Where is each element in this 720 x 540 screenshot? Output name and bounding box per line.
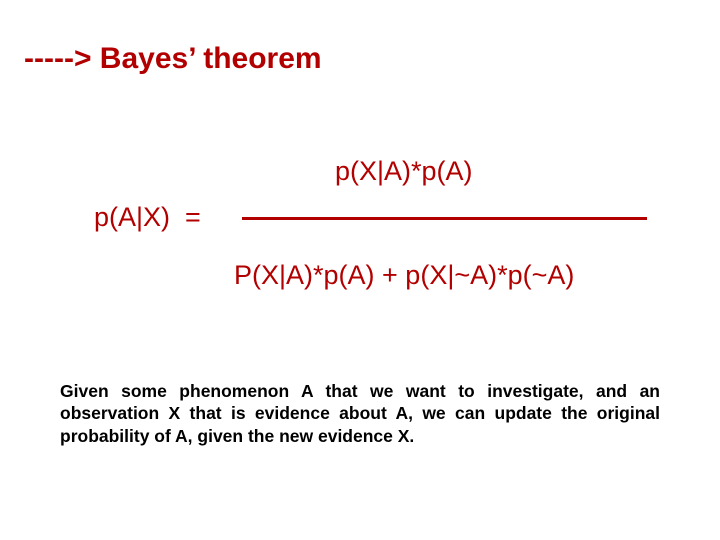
formula-denominator: P(X|A)*p(A) + p(X|~A)*p(~A) [234,260,574,291]
slide: -----> Bayes’ theorem p(A|X) = p(X|A)*p(… [0,0,720,540]
slide-title: -----> Bayes’ theorem [24,42,322,76]
formula-numerator: p(X|A)*p(A) [335,156,473,187]
fraction-line [242,217,647,220]
explanation-text: Given some phenomenon A that we want to … [60,380,660,447]
formula-lhs: p(A|X) = [94,202,201,233]
